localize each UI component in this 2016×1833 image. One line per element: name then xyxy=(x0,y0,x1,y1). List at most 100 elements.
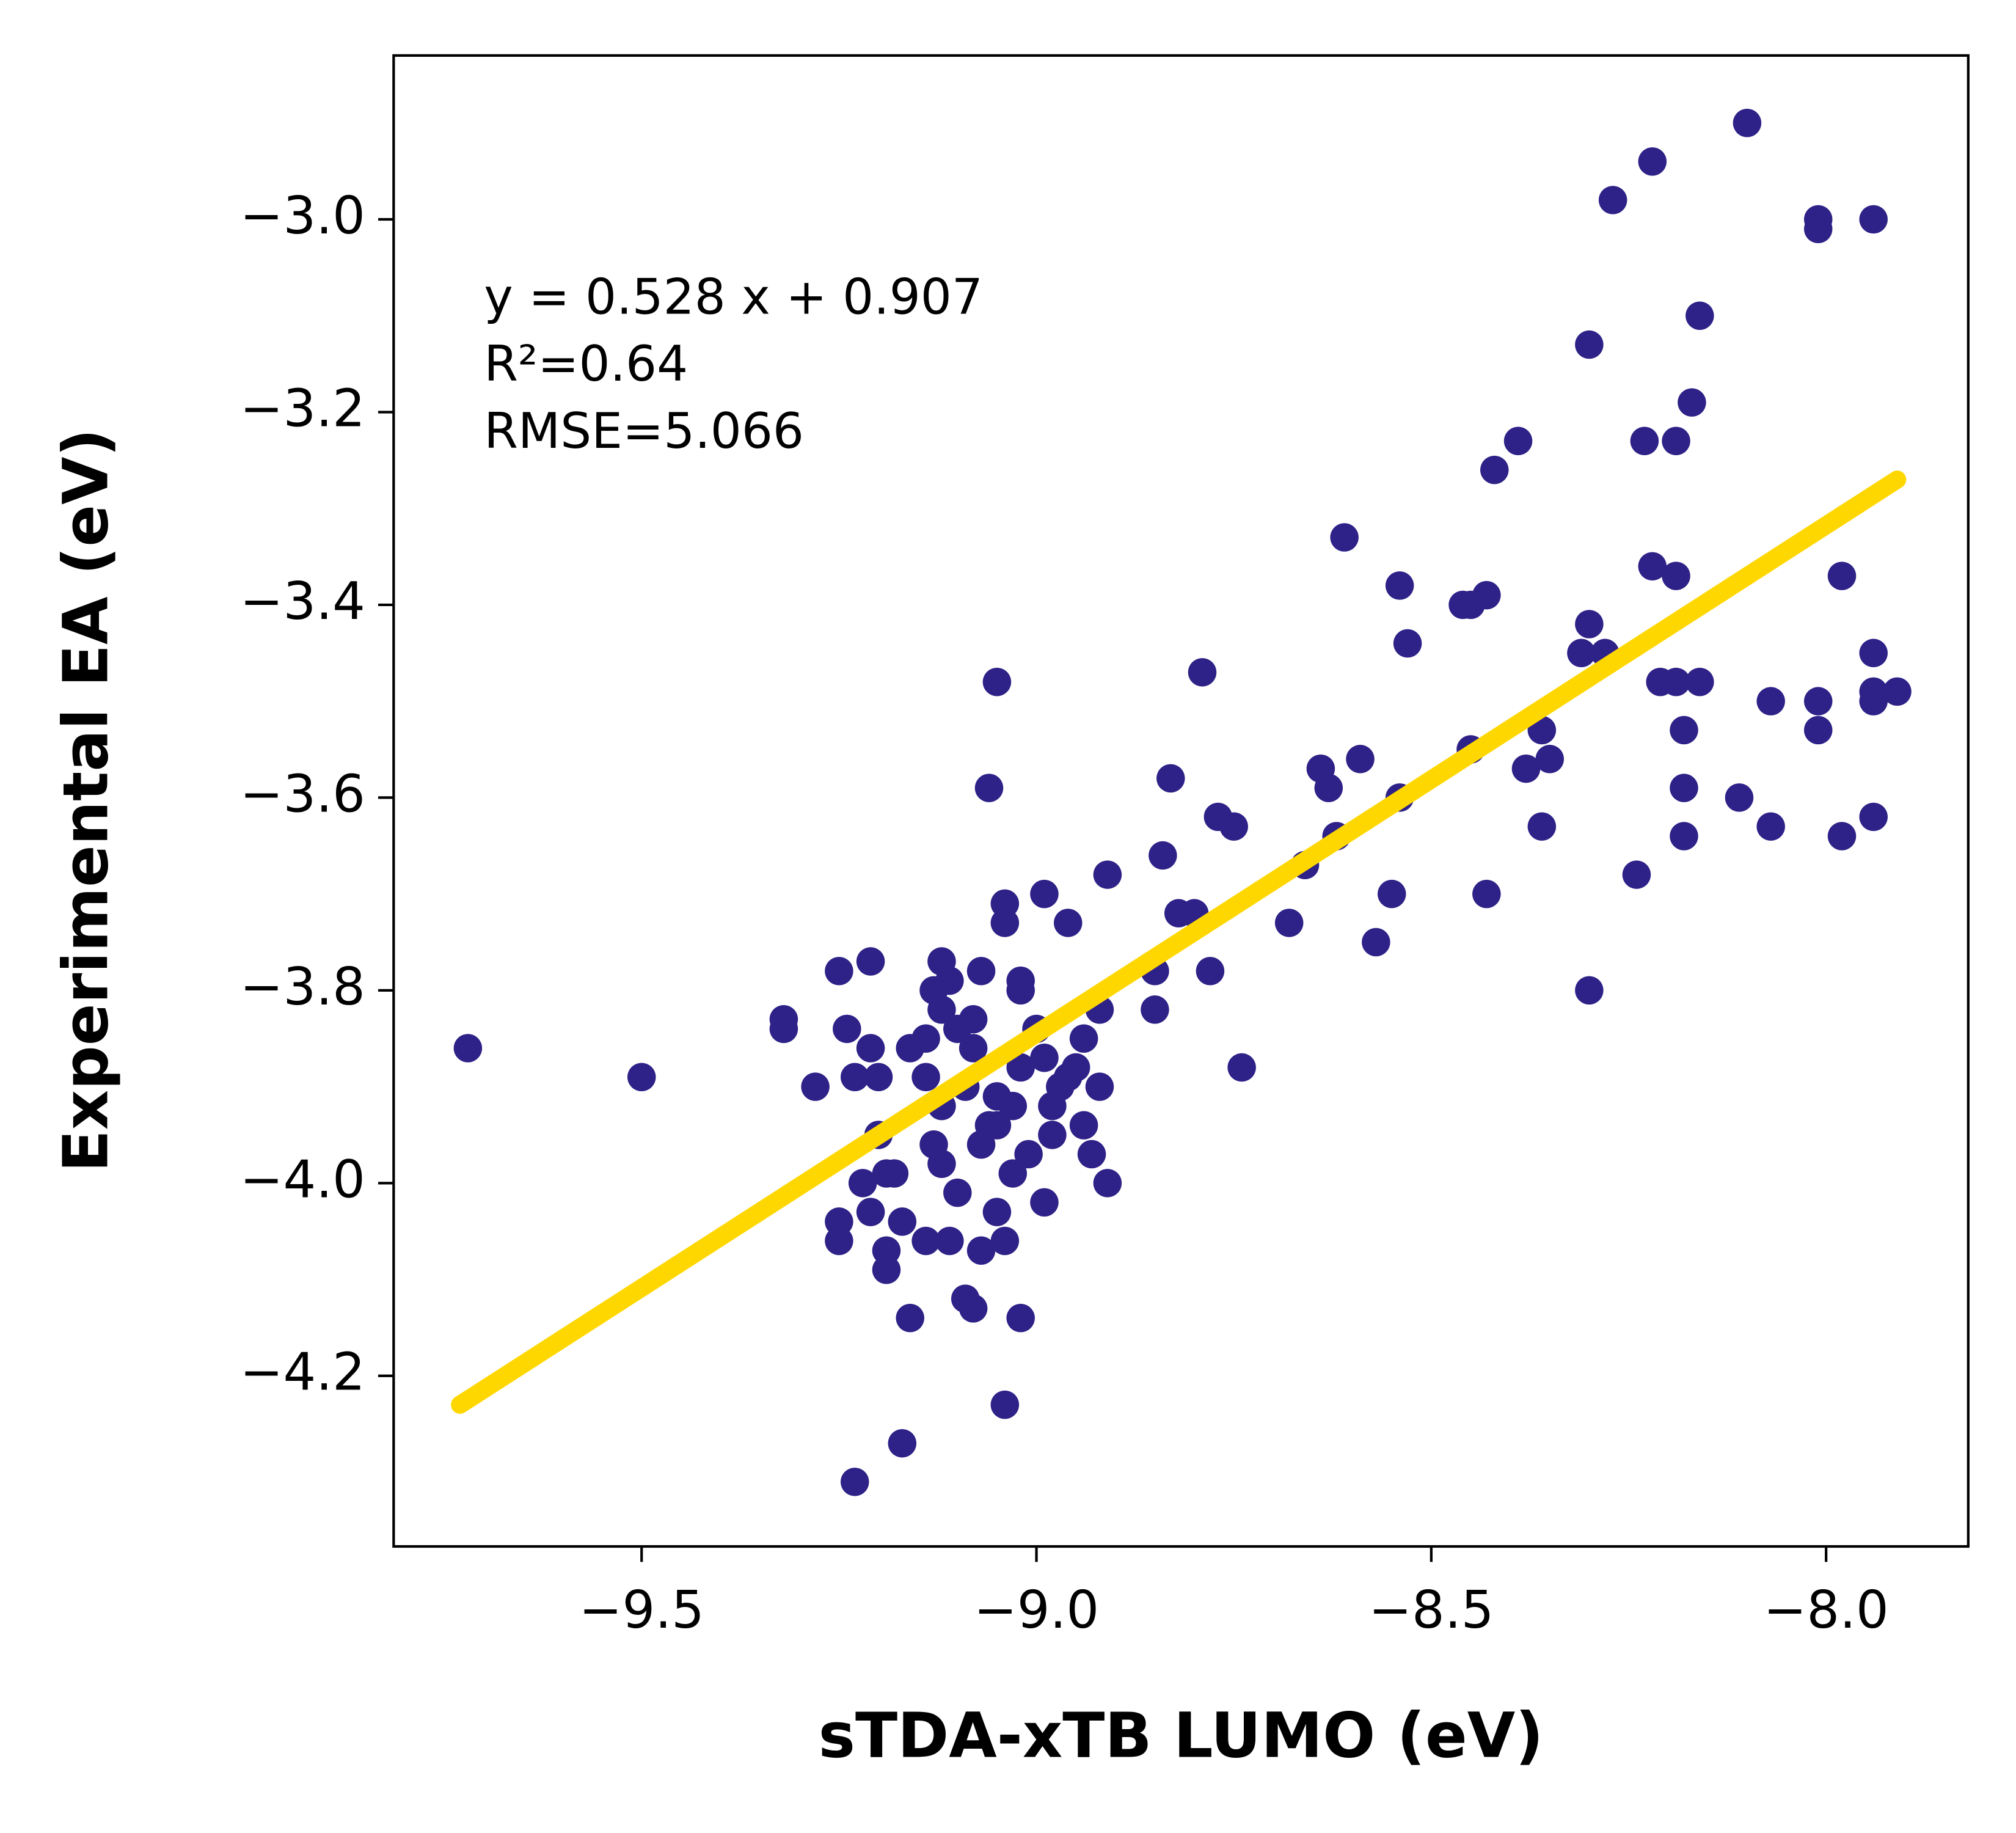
data-point xyxy=(1219,812,1248,841)
data-point xyxy=(1725,783,1754,812)
data-point xyxy=(1085,1072,1114,1101)
data-point xyxy=(1030,1188,1059,1217)
data-point xyxy=(1598,186,1627,214)
data-point xyxy=(1330,523,1359,552)
data-point xyxy=(1069,1111,1098,1140)
data-point xyxy=(1472,879,1501,909)
data-point xyxy=(841,1063,869,1092)
data-point xyxy=(1006,1303,1035,1333)
data-point xyxy=(453,1034,483,1063)
data-point xyxy=(856,1034,885,1063)
data-point xyxy=(1227,1053,1256,1082)
data-point xyxy=(935,1226,964,1256)
data-point xyxy=(1156,764,1185,793)
data-point xyxy=(1061,1053,1090,1082)
data-point xyxy=(1685,301,1714,330)
x-tick-label: −8.5 xyxy=(1368,1580,1494,1640)
data-point xyxy=(911,1226,940,1256)
data-point xyxy=(943,1178,972,1207)
y-tick-label: −3.2 xyxy=(240,378,365,438)
data-point xyxy=(801,1072,830,1101)
data-point xyxy=(1472,580,1501,610)
data-point xyxy=(1638,552,1667,581)
data-point xyxy=(1535,745,1564,774)
data-point xyxy=(1149,841,1177,870)
data-point xyxy=(1859,638,1888,668)
data-point xyxy=(872,1256,901,1284)
data-point xyxy=(841,1468,869,1496)
y-tick-label: −4.0 xyxy=(240,1149,365,1209)
data-point xyxy=(1622,860,1651,889)
data-point xyxy=(888,1207,917,1236)
data-point xyxy=(769,1014,798,1044)
y-tick-label: −3.8 xyxy=(240,957,365,1017)
data-point xyxy=(1638,147,1667,176)
data-point xyxy=(998,1159,1028,1188)
data-point xyxy=(1803,214,1833,244)
y-tick-label: −3.4 xyxy=(240,571,365,631)
data-point xyxy=(1480,455,1509,485)
data-point xyxy=(1662,667,1690,697)
y-axis-label: Experimental EA (eV) xyxy=(50,428,122,1172)
data-point xyxy=(990,1226,1020,1256)
annotation: y = 0.528 x + 0.907 xyxy=(484,268,983,325)
data-point xyxy=(1274,909,1304,937)
data-point xyxy=(1527,812,1557,841)
data-point xyxy=(825,957,853,986)
data-point xyxy=(1827,822,1857,851)
data-point xyxy=(1006,976,1035,1005)
y-tick-label: −3.0 xyxy=(240,186,365,246)
data-point xyxy=(1575,610,1604,638)
data-point xyxy=(1670,822,1698,851)
data-point xyxy=(1859,205,1888,234)
x-tick-label: −8.0 xyxy=(1764,1580,1889,1640)
data-point xyxy=(990,909,1020,937)
data-point xyxy=(911,1024,940,1053)
data-point xyxy=(982,667,1012,697)
data-point xyxy=(627,1063,656,1092)
data-point xyxy=(1188,658,1217,687)
data-point xyxy=(1362,927,1390,957)
data-point xyxy=(935,966,964,995)
data-point xyxy=(1630,426,1659,456)
data-point xyxy=(1859,687,1888,715)
data-point xyxy=(888,1429,917,1458)
data-point xyxy=(856,947,885,976)
data-point xyxy=(1014,1140,1043,1169)
data-point xyxy=(1346,745,1375,774)
data-point xyxy=(1030,1044,1059,1072)
plot-frame xyxy=(392,54,1970,1548)
data-point xyxy=(1567,638,1596,668)
data-point xyxy=(927,1149,956,1179)
data-point xyxy=(1077,1140,1106,1169)
data-point xyxy=(880,1159,909,1188)
data-point xyxy=(1678,388,1706,417)
data-point xyxy=(1662,562,1690,590)
data-point xyxy=(959,1294,988,1323)
data-point xyxy=(1054,909,1083,937)
data-point xyxy=(1006,1053,1035,1082)
data-point xyxy=(990,1390,1020,1419)
data-point xyxy=(1756,812,1785,841)
data-point xyxy=(833,1014,861,1044)
data-point xyxy=(974,774,1004,802)
data-point xyxy=(864,1063,893,1092)
y-tick-label: −3.6 xyxy=(240,764,365,824)
data-point xyxy=(1883,677,1912,706)
data-point xyxy=(1314,774,1343,802)
data-point xyxy=(959,1004,988,1034)
data-point xyxy=(1733,109,1762,137)
data-point xyxy=(1575,976,1604,1005)
data-point xyxy=(1385,571,1414,600)
data-point xyxy=(1575,330,1604,359)
data-point xyxy=(848,1169,877,1198)
data-point xyxy=(982,1198,1012,1226)
data-point xyxy=(1685,667,1714,697)
data-point xyxy=(1503,426,1533,456)
data-point xyxy=(1662,426,1690,456)
data-point xyxy=(825,1226,853,1256)
data-point xyxy=(1196,957,1225,986)
data-point xyxy=(1859,802,1888,832)
